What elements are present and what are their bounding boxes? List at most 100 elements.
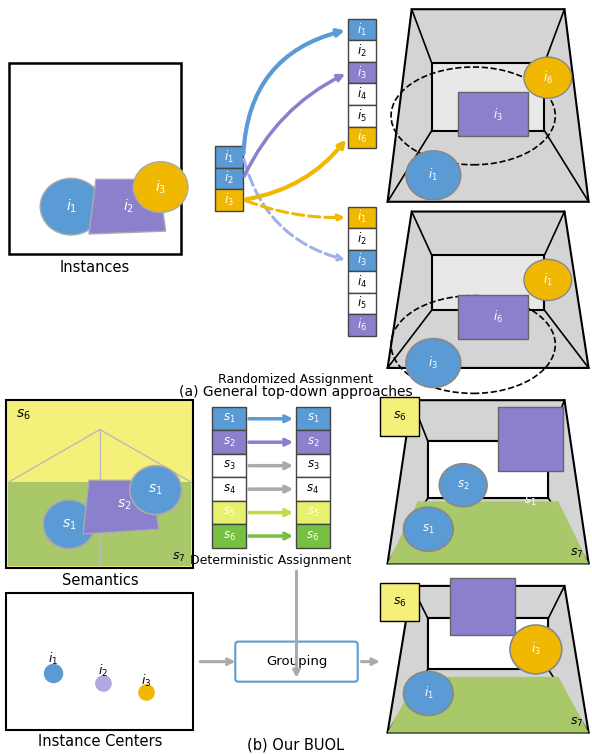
FancyBboxPatch shape [7,593,194,730]
FancyBboxPatch shape [296,524,330,547]
Ellipse shape [404,507,453,551]
FancyBboxPatch shape [428,618,548,670]
Text: $s_6$: $s_6$ [392,410,406,423]
Text: $s_6$: $s_6$ [307,529,319,543]
FancyBboxPatch shape [348,207,376,228]
FancyBboxPatch shape [428,441,548,498]
FancyBboxPatch shape [432,63,545,130]
Text: $i_1$: $i_1$ [357,210,366,225]
Ellipse shape [406,339,461,388]
Text: $s_6$: $s_6$ [392,596,406,608]
FancyBboxPatch shape [348,62,376,84]
Text: $i_2$: $i_2$ [123,198,134,216]
Text: $s_7$: $s_7$ [570,716,584,728]
FancyBboxPatch shape [498,407,563,470]
FancyBboxPatch shape [235,642,358,682]
FancyBboxPatch shape [432,256,545,310]
Text: $i_3$: $i_3$ [357,65,366,81]
Text: $s_2$: $s_2$ [223,436,236,449]
Polygon shape [388,212,588,368]
Text: $s_2$: $s_2$ [457,479,469,492]
Ellipse shape [406,151,461,200]
Text: $s_1$: $s_1$ [523,495,536,508]
Text: $s_6$: $s_6$ [223,529,236,543]
Ellipse shape [524,57,572,98]
Ellipse shape [43,500,95,549]
FancyBboxPatch shape [458,92,528,136]
FancyBboxPatch shape [348,314,376,336]
FancyBboxPatch shape [296,501,330,524]
Polygon shape [388,9,588,202]
Text: $i_6$: $i_6$ [357,317,366,333]
Text: $s_1$: $s_1$ [307,412,319,425]
Text: $i_3$: $i_3$ [140,673,151,689]
Text: $s_4$: $s_4$ [307,483,319,495]
Text: $i_2$: $i_2$ [98,663,108,679]
Polygon shape [89,179,166,234]
FancyBboxPatch shape [213,524,246,547]
Text: $i_3$: $i_3$ [429,355,438,371]
FancyBboxPatch shape [451,578,515,635]
FancyBboxPatch shape [213,477,246,501]
Text: $i_1$: $i_1$ [48,651,58,667]
Text: $i_1$: $i_1$ [429,167,438,183]
Text: $i_6$: $i_6$ [493,309,503,325]
Text: $i_5$: $i_5$ [357,296,366,311]
Text: $s_5$: $s_5$ [307,506,319,520]
Polygon shape [8,483,191,566]
FancyBboxPatch shape [348,293,376,314]
Text: Grouping: Grouping [266,655,327,668]
FancyBboxPatch shape [296,431,330,454]
Text: $i_2$: $i_2$ [224,170,234,186]
Text: Randomized Assignment: Randomized Assignment [218,372,374,386]
Ellipse shape [404,671,453,716]
Text: $i_3$: $i_3$ [493,107,503,123]
FancyBboxPatch shape [215,189,243,210]
Polygon shape [388,400,588,563]
FancyBboxPatch shape [213,454,246,477]
Text: $s_1$: $s_1$ [223,412,236,425]
Text: $s_2$: $s_2$ [307,436,319,449]
Ellipse shape [510,625,562,674]
Text: $i_1$: $i_1$ [357,22,366,38]
Text: $s_6$: $s_6$ [17,408,31,422]
FancyBboxPatch shape [348,127,376,148]
Polygon shape [388,501,588,563]
Text: $s_4$: $s_4$ [223,483,236,495]
Text: $i_4$: $i_4$ [356,274,366,290]
Text: Instance Centers: Instance Centers [38,734,162,749]
FancyBboxPatch shape [296,407,330,431]
FancyBboxPatch shape [348,84,376,105]
Text: Semantics: Semantics [62,573,139,588]
Text: $s_1$: $s_1$ [422,523,435,536]
Text: $s_7$: $s_7$ [570,547,584,559]
Ellipse shape [130,466,182,514]
Text: $i_2$: $i_2$ [357,231,366,247]
FancyBboxPatch shape [348,41,376,62]
Text: $s_3$: $s_3$ [223,459,236,472]
FancyBboxPatch shape [213,431,246,454]
Text: $i_4$: $i_4$ [356,86,366,103]
Text: $i_5$: $i_5$ [357,108,366,124]
Text: $i_1$: $i_1$ [224,149,234,165]
Text: Instances: Instances [60,260,130,275]
Text: $i_2$: $i_2$ [477,654,487,670]
FancyBboxPatch shape [213,501,246,524]
FancyBboxPatch shape [428,618,548,670]
Polygon shape [83,480,159,534]
Text: $i_1$: $i_1$ [543,272,553,288]
FancyBboxPatch shape [348,271,376,293]
FancyBboxPatch shape [296,454,330,477]
FancyBboxPatch shape [9,63,181,253]
Text: $i_6$: $i_6$ [357,129,366,146]
Text: $s_1$: $s_1$ [62,517,76,532]
Ellipse shape [439,464,487,507]
FancyBboxPatch shape [348,105,376,127]
Text: $i_3$: $i_3$ [224,192,234,208]
Text: $s_3$: $s_3$ [307,459,319,472]
Text: $i_1$: $i_1$ [423,685,433,701]
FancyBboxPatch shape [215,167,243,189]
Text: $i_2$: $i_2$ [357,43,366,60]
Polygon shape [388,586,588,733]
Text: $s_1$: $s_1$ [149,483,163,498]
